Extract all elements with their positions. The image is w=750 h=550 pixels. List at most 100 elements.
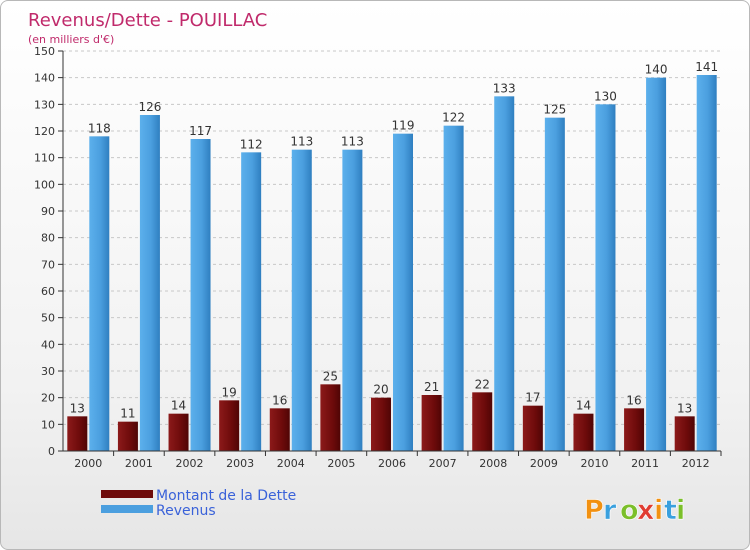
bar-revenus [544, 117, 565, 452]
bar-revenus [342, 149, 363, 451]
bar-revenus [595, 104, 616, 451]
bar-revenus-value-label: 141 [695, 60, 718, 74]
x-tick-label: 2007 [429, 457, 457, 470]
y-tick-label: 140 [34, 72, 55, 85]
legend: Montant de la Dette Revenus [101, 488, 296, 519]
bar-debt-value-label: 14 [576, 399, 591, 413]
y-tick-label: 0 [48, 445, 55, 458]
logo-letter: t [664, 495, 677, 526]
chart-subtitle: (en milliers d'€) [28, 33, 114, 46]
bar-debt-value-label: 25 [323, 369, 338, 383]
bar-revenus [291, 149, 312, 451]
x-tick-label: 2010 [580, 457, 608, 470]
bar-revenus [241, 152, 262, 452]
bar-revenus-value-label: 130 [594, 89, 617, 103]
y-tick-label: 150 [34, 45, 55, 58]
bar-debt-value-label: 16 [272, 393, 287, 407]
x-axis-ticks: 2000 2001 2002 2003 2004 2005 2006 2007 2008 2009… [74, 451, 722, 470]
bar-revenus [696, 75, 717, 451]
x-tick-label: 2012 [682, 457, 710, 470]
bar-revenus-value-label: 133 [493, 81, 516, 95]
bar-revenus-value-label: 113 [290, 135, 313, 149]
bar-debt [117, 421, 138, 451]
y-tick-label: 130 [34, 98, 55, 111]
bar-debt [371, 397, 391, 451]
bar-debt [168, 413, 189, 451]
bar-debt-value-label: 11 [120, 407, 135, 421]
legend-label-debt: Montant de la Dette [156, 488, 296, 504]
y-tick-label: 80 [41, 232, 55, 245]
y-tick-label: 120 [34, 125, 55, 138]
bar-debt [674, 416, 695, 451]
legend-swatch-debt [101, 490, 153, 498]
y-tick-label: 100 [34, 178, 55, 191]
logo-letter: o [620, 495, 639, 526]
bar-debt-value-label: 14 [171, 399, 186, 413]
bar-debt [219, 400, 240, 451]
x-tick-label: 2008 [479, 457, 507, 470]
bar-debt-value-label: 16 [626, 393, 641, 407]
x-tick-label: 2006 [378, 457, 406, 470]
logo-letter: r [603, 495, 617, 526]
logo-letter: x [637, 495, 654, 526]
bar-debt-value-label: 22 [475, 377, 490, 391]
bar-debt-value-label: 13 [70, 401, 85, 415]
bar-revenus [139, 115, 160, 451]
legend-swatch-revenus [101, 505, 153, 513]
x-tick-label: 2009 [530, 457, 558, 470]
x-tick-label: 2001 [125, 457, 153, 470]
grid-lines [63, 50, 721, 425]
bar-debt-value-label: 19 [222, 385, 237, 399]
logo-letter: i [654, 495, 663, 526]
bar-debt [624, 408, 645, 451]
bar-revenus [393, 133, 413, 451]
y-tick-label: 10 [41, 418, 55, 431]
bar-revenus [494, 96, 515, 451]
x-tick-label: 2003 [226, 457, 254, 470]
y-tick-label: 90 [41, 205, 55, 218]
bar-revenus-value-label: 119 [392, 119, 415, 133]
bar-revenus [443, 125, 464, 452]
bar-debt-value-label: 21 [424, 380, 439, 394]
logo-letter: P [584, 495, 604, 526]
chart-title: Revenus/Dette - POUILLAC [28, 10, 267, 31]
y-tick-label: 60 [41, 285, 55, 298]
bar-revenus [89, 136, 110, 452]
legend-label-revenus: Revenus [156, 503, 216, 519]
bar-debt-value-label: 20 [373, 383, 388, 397]
x-tick-label: 2005 [327, 457, 355, 470]
bars [67, 75, 717, 452]
bar-revenus-value-label: 126 [138, 100, 161, 114]
bar-debt [472, 392, 493, 451]
bar-revenus-value-label: 125 [543, 103, 566, 117]
y-tick-label: 110 [34, 152, 55, 165]
bar-revenus [646, 77, 667, 452]
bar-revenus-value-label: 117 [189, 124, 212, 138]
x-tick-label: 2002 [176, 457, 204, 470]
bar-debt-value-label: 17 [525, 391, 540, 405]
bar-revenus-value-label: 112 [240, 137, 263, 151]
bar-debt [67, 416, 88, 451]
logo-letter: i [676, 495, 685, 526]
y-tick-label: 40 [41, 338, 55, 351]
y-tick-label: 50 [41, 312, 55, 325]
y-tick-label: 20 [41, 392, 55, 405]
bar-revenus [190, 139, 211, 451]
y-tick-label: 70 [41, 258, 55, 271]
bar-revenus-value-label: 113 [341, 135, 364, 149]
x-tick-label: 2000 [74, 457, 102, 470]
y-tick-label: 30 [41, 365, 55, 378]
y-axis-ticks: 0 10 20 30 40 50 60 70 80 90 100 110 120 130 140 150 [34, 45, 63, 458]
bar-debt [522, 405, 543, 451]
bar-revenus-value-label: 118 [88, 121, 111, 135]
bar-debt [269, 408, 290, 451]
bar-debt [320, 384, 341, 451]
bar-debt [573, 413, 594, 451]
bar-revenus-value-label: 140 [645, 63, 668, 77]
bar-revenus-value-label: 122 [442, 111, 465, 125]
x-tick-label: 2004 [277, 457, 305, 470]
bar-debt [421, 395, 442, 451]
